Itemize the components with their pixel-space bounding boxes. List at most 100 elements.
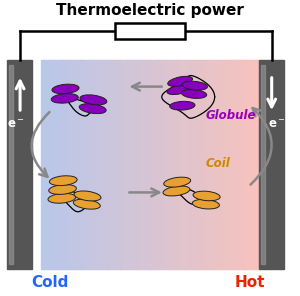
Bar	[98, 60, 100, 269]
Bar	[124, 60, 127, 269]
Bar	[172, 60, 174, 269]
Bar	[68, 60, 71, 269]
Bar	[217, 60, 220, 269]
Bar	[134, 60, 136, 269]
Bar	[136, 60, 138, 269]
Bar	[157, 60, 160, 269]
Bar	[221, 60, 223, 269]
Bar	[119, 60, 122, 269]
Bar	[190, 60, 192, 269]
Bar	[105, 60, 107, 269]
Bar	[161, 60, 163, 269]
Ellipse shape	[80, 95, 107, 105]
Bar	[215, 60, 218, 269]
Bar	[154, 60, 156, 269]
Bar	[155, 60, 158, 269]
Bar	[232, 60, 234, 269]
Bar	[212, 60, 214, 269]
Text: Coil: Coil	[206, 157, 231, 170]
Bar	[170, 60, 172, 269]
Bar	[143, 60, 145, 269]
Bar	[141, 60, 143, 269]
Bar	[59, 60, 62, 269]
Bar	[70, 60, 73, 269]
Bar	[199, 60, 201, 269]
Bar	[192, 60, 194, 269]
Bar	[121, 60, 123, 269]
Bar	[244, 60, 247, 269]
Bar	[72, 60, 74, 269]
Bar	[152, 60, 154, 269]
Bar	[99, 60, 102, 269]
Bar	[177, 60, 180, 269]
Bar	[77, 60, 80, 269]
Text: Hot: Hot	[235, 275, 265, 289]
Bar	[94, 60, 96, 269]
Bar	[79, 60, 82, 269]
Bar	[259, 60, 284, 269]
Bar	[213, 60, 216, 269]
Bar	[168, 60, 170, 269]
Bar	[230, 60, 232, 269]
Text: Thermoelectric power: Thermoelectric power	[56, 3, 244, 18]
Bar	[224, 60, 227, 269]
Bar	[255, 60, 257, 269]
Bar	[74, 60, 76, 269]
Bar	[108, 60, 111, 269]
Bar	[183, 60, 185, 269]
Bar	[126, 60, 129, 269]
Bar	[8, 60, 32, 269]
Bar	[197, 60, 200, 269]
Bar	[103, 60, 105, 269]
Ellipse shape	[193, 191, 220, 201]
Bar	[132, 60, 134, 269]
Bar	[253, 60, 256, 269]
Bar	[87, 60, 89, 269]
Bar	[112, 60, 114, 269]
Bar	[54, 60, 56, 269]
Bar	[239, 60, 241, 269]
Bar	[56, 60, 58, 269]
Ellipse shape	[49, 185, 76, 194]
Bar	[223, 60, 225, 269]
Bar	[206, 60, 208, 269]
Text: e$^-$: e$^-$	[268, 118, 285, 131]
Bar	[201, 60, 203, 269]
Text: e$^-$: e$^-$	[7, 118, 24, 131]
Bar	[248, 60, 250, 269]
Bar	[41, 60, 43, 269]
Bar	[208, 60, 210, 269]
Ellipse shape	[73, 199, 100, 209]
Bar	[96, 60, 98, 269]
Bar	[226, 60, 229, 269]
Bar	[186, 60, 189, 269]
Bar	[45, 60, 47, 269]
Bar	[61, 60, 64, 269]
Ellipse shape	[163, 186, 190, 196]
Ellipse shape	[170, 101, 195, 110]
Bar	[219, 60, 221, 269]
Bar	[148, 60, 151, 269]
Bar	[67, 60, 69, 269]
Ellipse shape	[192, 200, 219, 209]
Ellipse shape	[79, 104, 106, 114]
Ellipse shape	[52, 84, 79, 94]
Bar	[260, 65, 265, 264]
Bar	[188, 60, 190, 269]
Bar	[246, 60, 248, 269]
Bar	[251, 60, 254, 269]
Bar	[174, 60, 176, 269]
Ellipse shape	[50, 176, 77, 186]
Bar	[115, 22, 185, 39]
Bar	[176, 60, 178, 269]
Bar	[123, 60, 125, 269]
Ellipse shape	[168, 76, 193, 86]
Text: Cold: Cold	[32, 275, 69, 289]
Bar	[159, 60, 161, 269]
Bar	[250, 60, 252, 269]
Bar	[184, 60, 187, 269]
Bar	[145, 60, 147, 269]
Bar	[257, 60, 259, 269]
Bar	[228, 60, 230, 269]
Bar	[139, 60, 142, 269]
